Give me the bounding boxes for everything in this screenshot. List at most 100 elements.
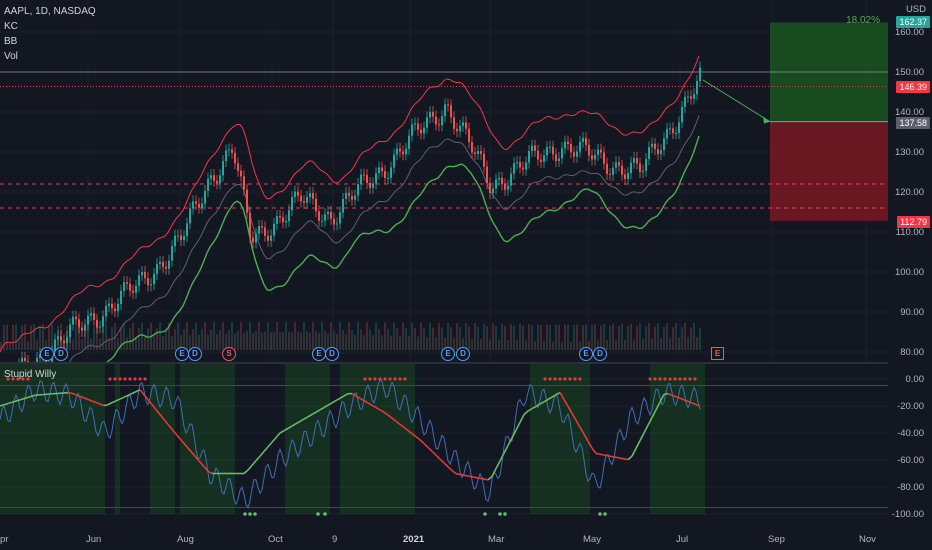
time-label: Nov — [859, 534, 876, 545]
volume-bar — [651, 338, 653, 350]
candle-body — [681, 106, 683, 123]
signal-segment — [531, 405, 537, 410]
signal-segment — [535, 403, 541, 408]
volume-bar — [555, 324, 557, 350]
candle-body — [405, 148, 407, 155]
split-event-icon[interactable]: S — [222, 347, 236, 361]
candle-body — [561, 148, 563, 159]
volume-bar — [498, 339, 500, 350]
position-zones[interactable] — [770, 22, 888, 221]
overbought-dot — [393, 377, 397, 381]
upcoming-earnings-icon[interactable]: E — [711, 347, 724, 360]
price-chart[interactable] — [0, 0, 888, 362]
candle-body — [537, 150, 539, 160]
dividend-event-icon[interactable]: D — [325, 347, 339, 361]
candle-body — [669, 128, 671, 130]
dividend-event-icon[interactable]: D — [188, 347, 202, 361]
signal-segment — [11, 400, 17, 404]
overlay-bb[interactable]: BB — [4, 36, 18, 47]
volume-bar — [396, 328, 398, 350]
signal-segment — [563, 399, 569, 407]
signal-segment — [551, 394, 557, 398]
volume-bar — [606, 340, 608, 350]
candle-body — [339, 212, 341, 224]
earnings-event-icon[interactable]: E — [579, 347, 593, 361]
time-label: May — [583, 534, 601, 545]
candle-body — [297, 191, 299, 196]
volume-bar — [633, 339, 635, 350]
volume-bar — [402, 322, 404, 350]
dividend-event-icon[interactable]: D — [456, 347, 470, 361]
candle-body — [192, 201, 194, 209]
volume-bar — [678, 337, 680, 350]
overbought-dot — [143, 377, 147, 381]
volume-bar — [468, 326, 470, 350]
volume-bar — [600, 325, 602, 350]
current-price-tag: 146.39 — [896, 81, 930, 93]
candle-body — [90, 313, 92, 316]
signal-segment — [335, 397, 341, 402]
earnings-event-icon[interactable]: E — [441, 347, 455, 361]
volume-bar — [558, 324, 560, 350]
candle-body — [645, 159, 647, 171]
volume-bar — [318, 333, 320, 350]
candle-body — [228, 149, 230, 151]
overlay-vol[interactable]: Vol — [4, 51, 18, 62]
volume-bar — [639, 323, 641, 350]
volume-bar — [576, 324, 578, 350]
pane-divider[interactable] — [0, 362, 932, 364]
candle-body — [438, 124, 440, 126]
volume-bar — [282, 332, 284, 350]
dividend-event-icon[interactable]: D — [54, 347, 68, 361]
volume-bar — [540, 325, 542, 350]
volume-bar — [372, 335, 374, 350]
volume-bar — [390, 335, 392, 350]
candle-body — [156, 263, 158, 275]
signal-segment — [75, 394, 81, 398]
volume-bar — [156, 328, 158, 350]
signal-segment — [283, 427, 289, 432]
signal-segment — [247, 464, 253, 471]
candle-body — [24, 357, 26, 362]
projection-arrow[interactable] — [702, 79, 771, 124]
candle-body — [195, 201, 197, 204]
earnings-event-icon[interactable]: E — [40, 347, 54, 361]
candle-body — [111, 303, 113, 309]
target-price-tag: 162.37 — [896, 16, 930, 28]
candle-body — [387, 177, 389, 179]
volume-bar — [414, 328, 416, 350]
indicator-chart[interactable] — [0, 364, 888, 528]
overbought-dot — [543, 377, 547, 381]
signal-segment — [631, 448, 637, 457]
volume-bar — [594, 324, 596, 350]
signal-segment — [667, 392, 673, 396]
signal-segment — [83, 397, 89, 401]
volume-bar — [321, 322, 323, 350]
overbought-dot — [688, 377, 692, 381]
candle-body — [120, 290, 122, 304]
symbol-title[interactable]: AAPL, 1D, NASDAQ — [4, 6, 96, 17]
candle-body — [426, 117, 428, 128]
candle-body — [159, 261, 161, 264]
indicator-axis[interactable]: 0.00 -20.00 -40.00 -60.00 -80.00 -100.00 — [888, 364, 932, 528]
candle-body — [204, 190, 206, 204]
candle-body — [294, 191, 296, 197]
volume-bar — [72, 339, 74, 350]
dividend-event-icon[interactable]: D — [593, 347, 607, 361]
candle-body — [420, 129, 422, 134]
volume-bar — [369, 329, 371, 350]
volume-bar — [15, 324, 17, 350]
candle-body — [489, 183, 491, 194]
time-axis[interactable]: pr Jun Aug Oct 9 2021 Mar May Jul Sep No… — [0, 529, 888, 550]
signal-segment — [187, 447, 193, 454]
overlay-kc[interactable]: KC — [4, 21, 18, 32]
volume-bar — [504, 325, 506, 350]
price-axis[interactable]: USD 160.00 150.00 140.00 130.00 120.00 1… — [888, 0, 932, 525]
signal-segment — [435, 454, 441, 460]
earnings-event-icon[interactable]: E — [312, 347, 326, 361]
earnings-event-icon[interactable]: E — [175, 347, 189, 361]
indicator-title[interactable]: Stupid Willy — [4, 369, 57, 380]
signal-segment — [95, 401, 101, 405]
candle-body — [483, 153, 485, 167]
signal-segment — [515, 422, 521, 431]
